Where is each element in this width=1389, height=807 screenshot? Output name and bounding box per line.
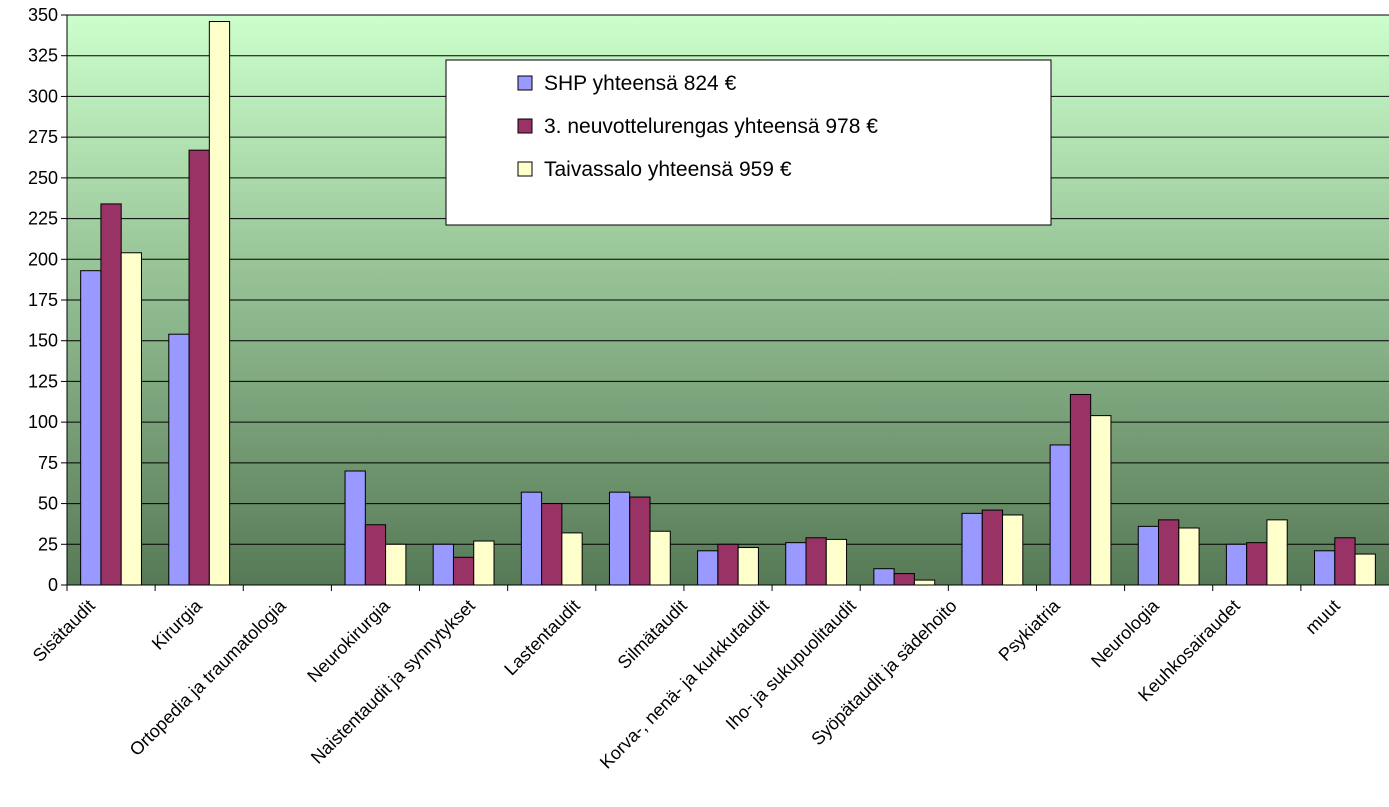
x-tick-label: Kirurgia — [148, 595, 207, 654]
bar — [649, 530, 671, 586]
legend-swatch — [517, 118, 533, 134]
bar — [1158, 519, 1180, 586]
bar — [717, 543, 739, 586]
y-tick-label: 325 — [28, 46, 58, 66]
x-tick-label: muut — [1301, 596, 1343, 638]
x-tick-label: Silmätaudit — [614, 596, 691, 673]
y-tick-label: 225 — [28, 209, 58, 229]
bar — [1354, 553, 1376, 586]
legend-box — [445, 59, 1052, 226]
legend-label: Taivassalo yhteensä 959 € — [544, 158, 792, 181]
bar — [541, 503, 563, 586]
x-tick-label: Neurokirurgia — [303, 595, 394, 686]
x-tick-label: Neurologia — [1087, 595, 1163, 671]
bar — [120, 252, 142, 586]
bar — [913, 579, 936, 586]
bar — [1002, 514, 1024, 586]
bar — [452, 556, 475, 586]
bar — [385, 543, 407, 586]
bar — [1225, 543, 1248, 586]
bar — [344, 470, 366, 586]
y-tick-label: 275 — [28, 127, 58, 147]
bar — [1137, 525, 1160, 586]
bar — [100, 203, 122, 586]
y-tick-label: 0 — [48, 575, 58, 595]
bar — [188, 149, 210, 586]
y-tick-label: 50 — [38, 494, 58, 514]
y-tick-labels: 0 25 50 75 100 125 150 175 200 225 250 275 300 325 350 — [28, 5, 58, 595]
bar — [1314, 550, 1336, 586]
x-tick-label: Lastentaudit — [500, 596, 583, 679]
bar — [981, 509, 1004, 586]
y-tick-label: 100 — [28, 412, 58, 432]
bar — [80, 270, 102, 586]
bar — [873, 568, 895, 586]
bar — [1178, 527, 1200, 586]
x-tick-label: Naistentaudit ja synnytykset — [307, 596, 479, 768]
bar — [825, 538, 848, 586]
y-tick-label: 75 — [38, 453, 58, 473]
bar — [1090, 415, 1112, 586]
bar — [893, 573, 915, 586]
bar — [737, 547, 759, 586]
legend: SHP yhteensä 824 € 3. neuvottelurengas yh… — [445, 59, 1052, 226]
bar — [785, 542, 807, 586]
y-tick-label: 175 — [28, 290, 58, 310]
x-tick-label: Sisätaudit — [29, 596, 99, 666]
legend-label: 3. neuvottelurengas yhteensä 978 € — [544, 115, 878, 138]
bar — [473, 540, 495, 586]
bar — [1266, 519, 1288, 586]
legend-label: SHP yhteensä 824 € — [544, 72, 737, 95]
y-tick-label: 250 — [28, 168, 58, 188]
bar — [1246, 542, 1268, 586]
bar — [1049, 444, 1071, 586]
bar — [208, 21, 231, 586]
y-tick-label: 200 — [28, 249, 58, 269]
bar — [561, 532, 583, 586]
y-tick-label: 300 — [28, 86, 58, 106]
y-tick-label: 150 — [28, 331, 58, 351]
bar — [608, 491, 631, 586]
bar — [520, 491, 543, 586]
x-tick-label: Psykiatria — [995, 595, 1065, 665]
axes — [61, 14, 1389, 591]
legend-swatch — [517, 75, 533, 91]
legend-swatch — [517, 161, 533, 177]
bar — [961, 512, 983, 586]
x-tick-label: Korva-, nenä- ja kurkkutaudit — [596, 596, 773, 773]
bar — [629, 496, 651, 586]
bar — [697, 550, 719, 586]
bar — [1334, 537, 1356, 586]
x-tick-label: Ortopedia ja traumatologia — [126, 595, 291, 760]
bar — [364, 524, 387, 586]
y-tick-label: 350 — [28, 5, 58, 25]
bar — [1069, 393, 1092, 586]
y-tick-label: 25 — [38, 534, 58, 554]
y-tick-label: 125 — [28, 371, 58, 391]
bar — [805, 537, 827, 586]
bar — [168, 333, 190, 586]
bar — [432, 543, 454, 586]
